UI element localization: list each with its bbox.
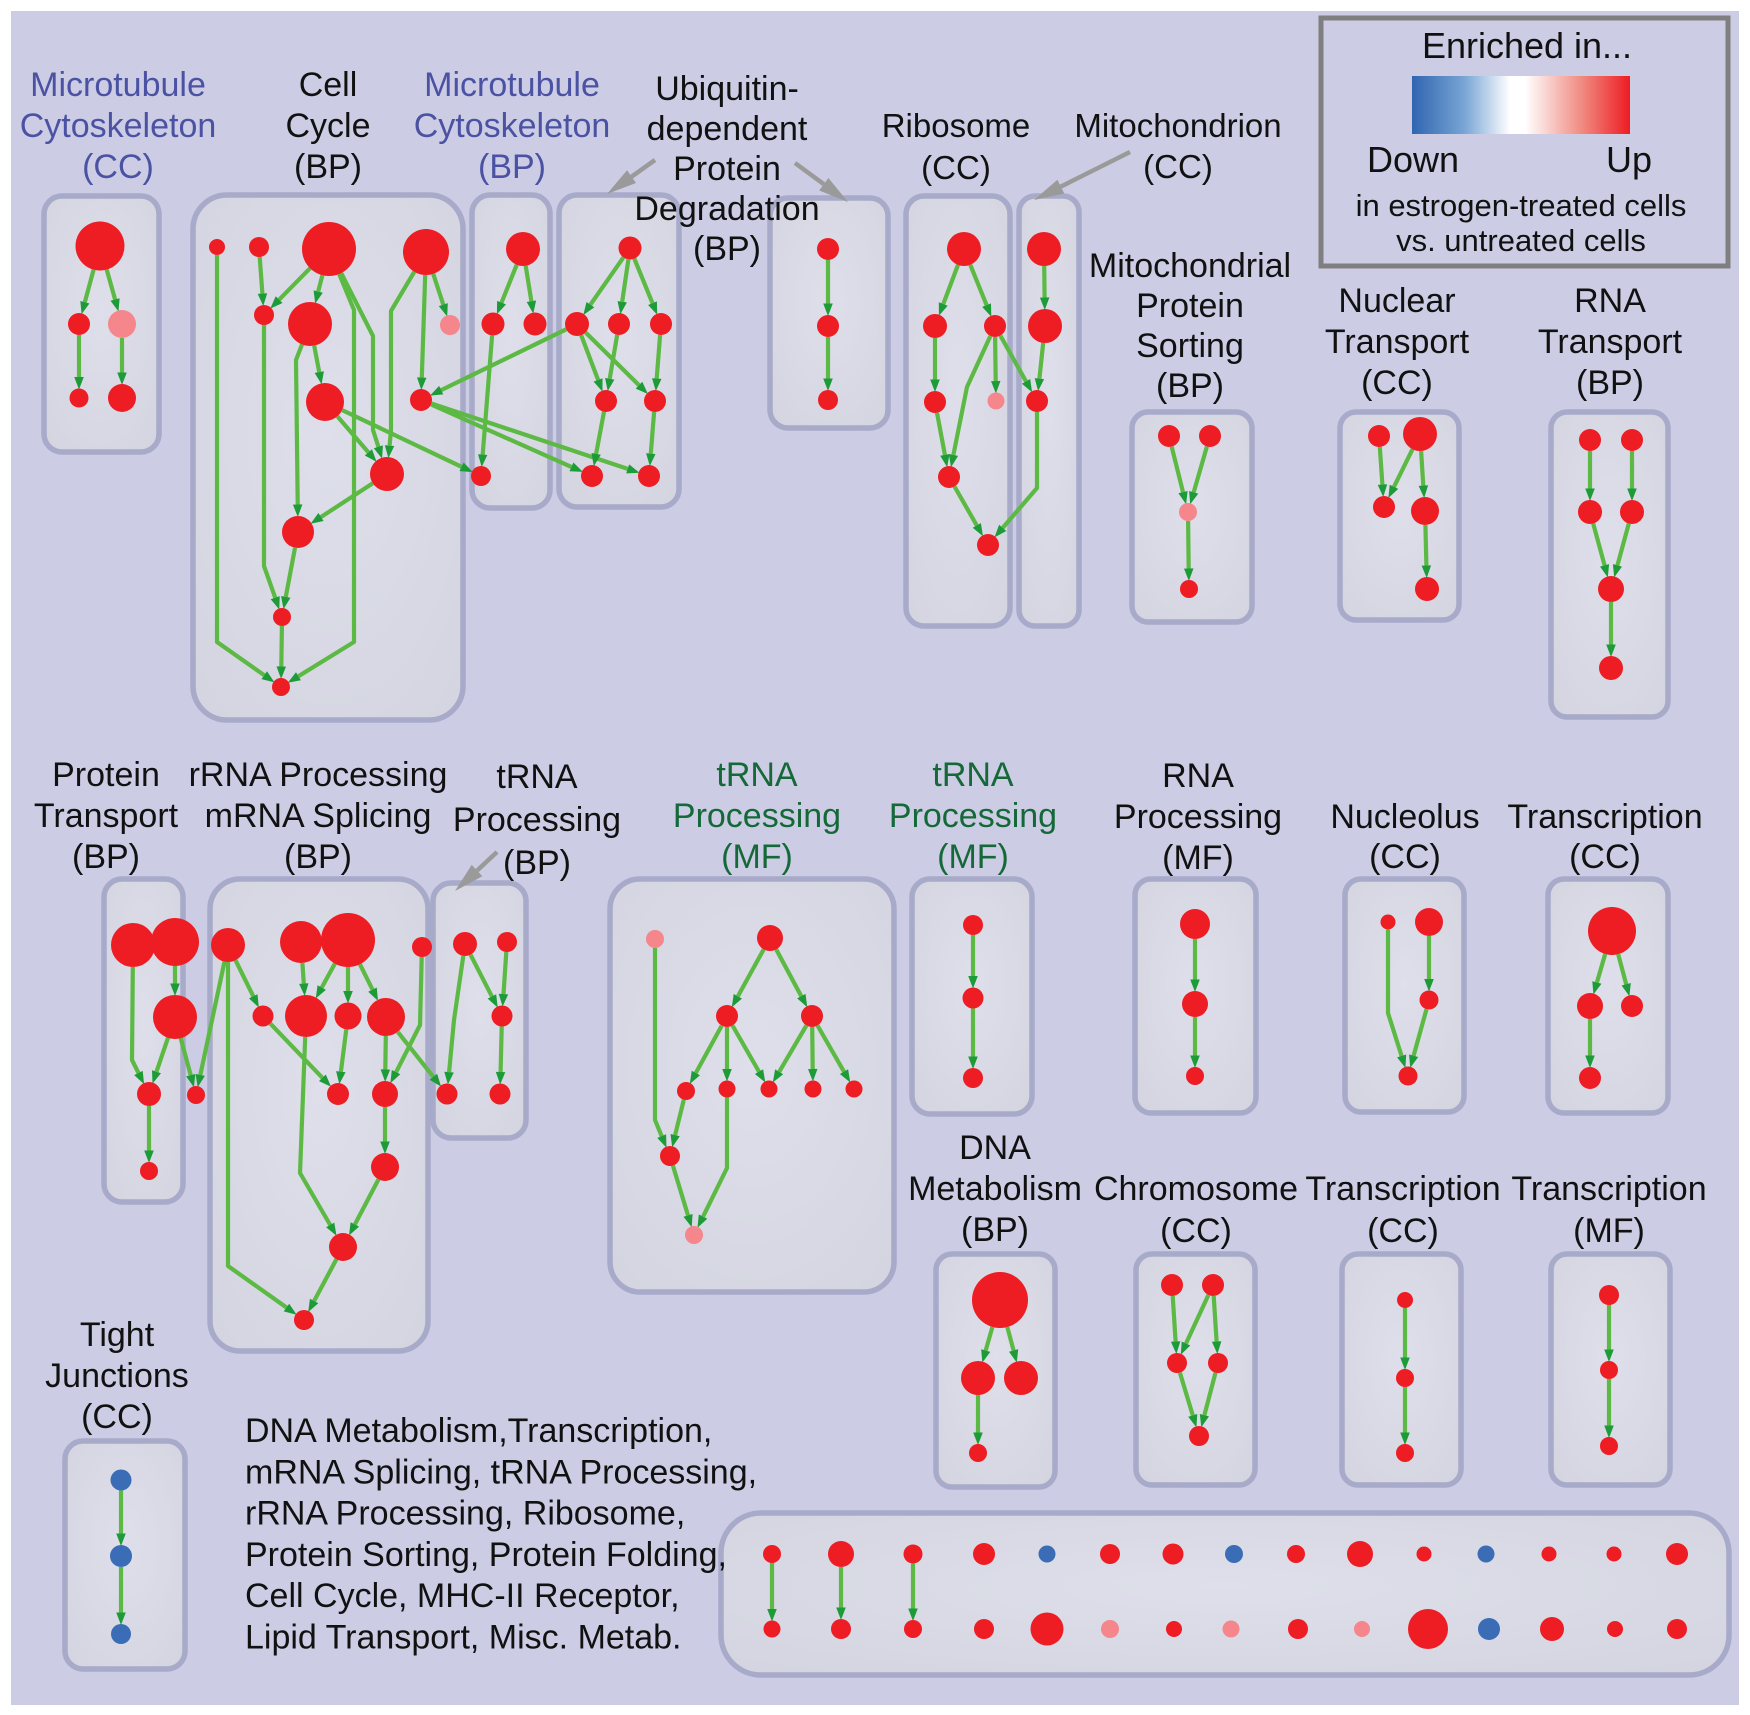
svg-text:Microtubule: Microtubule: [30, 66, 206, 104]
svg-text:RNA: RNA: [1162, 757, 1234, 795]
svg-text:Microtubule: Microtubule: [424, 66, 600, 104]
svg-text:(MF): (MF): [937, 838, 1009, 876]
svg-text:(CC): (CC): [1569, 838, 1641, 876]
svg-text:Protein Sorting, Protein Foldi: Protein Sorting, Protein Folding,: [245, 1536, 727, 1574]
svg-text:Ribosome: Ribosome: [882, 107, 1031, 144]
svg-text:(CC): (CC): [1361, 364, 1433, 402]
svg-text:in estrogen-treated cells: in estrogen-treated cells: [1356, 188, 1687, 223]
svg-text:Processing: Processing: [673, 797, 841, 835]
svg-text:Junctions: Junctions: [45, 1357, 189, 1395]
svg-text:(BP): (BP): [693, 230, 761, 268]
svg-text:Cell: Cell: [299, 66, 358, 104]
svg-text:(BP): (BP): [478, 148, 546, 186]
svg-text:Protein: Protein: [1136, 287, 1244, 325]
svg-text:Processing: Processing: [1114, 798, 1282, 836]
svg-text:(CC): (CC): [81, 1398, 153, 1436]
svg-text:vs. untreated cells: vs. untreated cells: [1396, 223, 1646, 258]
svg-text:(MF): (MF): [1573, 1212, 1645, 1250]
svg-text:tRNA: tRNA: [496, 758, 578, 796]
svg-text:Chromosome: Chromosome: [1094, 1170, 1298, 1208]
svg-text:rRNA Processing, Ribosome,: rRNA Processing, Ribosome,: [245, 1495, 685, 1533]
svg-text:(BP): (BP): [1576, 364, 1644, 402]
svg-text:Transport: Transport: [1538, 323, 1683, 361]
svg-text:DNA: DNA: [959, 1129, 1031, 1167]
svg-text:Enriched in...: Enriched in...: [1422, 25, 1632, 66]
svg-text:(BP): (BP): [1156, 367, 1224, 405]
svg-text:(CC): (CC): [1367, 1212, 1439, 1250]
svg-text:Nuclear: Nuclear: [1338, 282, 1455, 320]
svg-text:Protein: Protein: [673, 150, 781, 188]
svg-text:rRNA Processing: rRNA Processing: [189, 756, 448, 794]
svg-text:Transcription: Transcription: [1305, 1170, 1500, 1208]
svg-text:Mitochondrion: Mitochondrion: [1074, 107, 1281, 144]
svg-text:Transport: Transport: [1325, 323, 1470, 361]
svg-text:Cycle: Cycle: [285, 107, 370, 145]
svg-text:(BP): (BP): [961, 1211, 1029, 1249]
svg-text:mRNA Splicing: mRNA Splicing: [205, 797, 432, 835]
svg-text:Cytoskeleton: Cytoskeleton: [414, 107, 611, 145]
svg-text:Transport: Transport: [34, 797, 179, 835]
svg-text:(CC): (CC): [1369, 838, 1441, 876]
svg-text:RNA: RNA: [1574, 282, 1646, 320]
svg-text:Degradation: Degradation: [634, 190, 819, 228]
svg-text:Cell Cycle, MHC-II Receptor,: Cell Cycle, MHC-II Receptor,: [245, 1577, 680, 1615]
svg-text:Sorting: Sorting: [1136, 327, 1244, 365]
svg-text:Tight: Tight: [80, 1316, 155, 1354]
svg-text:(CC): (CC): [1143, 148, 1213, 185]
svg-text:(BP): (BP): [503, 844, 571, 882]
svg-text:Ubiquitin-: Ubiquitin-: [655, 70, 799, 108]
svg-text:(MF): (MF): [1162, 839, 1234, 877]
svg-text:Down: Down: [1367, 139, 1459, 180]
svg-text:Protein: Protein: [52, 756, 160, 794]
svg-text:(CC): (CC): [82, 148, 154, 186]
svg-text:Transcription: Transcription: [1511, 1170, 1706, 1208]
svg-text:(MF): (MF): [721, 838, 793, 876]
svg-text:dependent: dependent: [647, 110, 808, 148]
svg-text:(BP): (BP): [284, 838, 352, 876]
svg-text:(CC): (CC): [921, 149, 991, 186]
svg-text:DNA Metabolism,Transcription,: DNA Metabolism,Transcription,: [245, 1412, 712, 1450]
svg-text:Processing: Processing: [453, 801, 621, 839]
svg-text:tRNA: tRNA: [932, 756, 1014, 794]
svg-text:Lipid Transport, Misc. Metab.: Lipid Transport, Misc. Metab.: [245, 1619, 682, 1657]
svg-text:Mitochondrial: Mitochondrial: [1089, 247, 1291, 285]
svg-text:Transcription: Transcription: [1507, 798, 1702, 836]
svg-text:tRNA: tRNA: [716, 756, 798, 794]
svg-text:Processing: Processing: [889, 797, 1057, 835]
svg-text:(BP): (BP): [294, 148, 362, 186]
svg-text:mRNA Splicing, tRNA Processing: mRNA Splicing, tRNA Processing,: [245, 1453, 757, 1491]
svg-text:Cytoskeleton: Cytoskeleton: [20, 107, 217, 145]
svg-text:(CC): (CC): [1160, 1212, 1232, 1250]
svg-text:Up: Up: [1606, 139, 1652, 180]
svg-text:Metabolism: Metabolism: [908, 1170, 1082, 1208]
svg-text:Nucleolus: Nucleolus: [1330, 798, 1479, 836]
svg-text:(BP): (BP): [72, 838, 140, 876]
